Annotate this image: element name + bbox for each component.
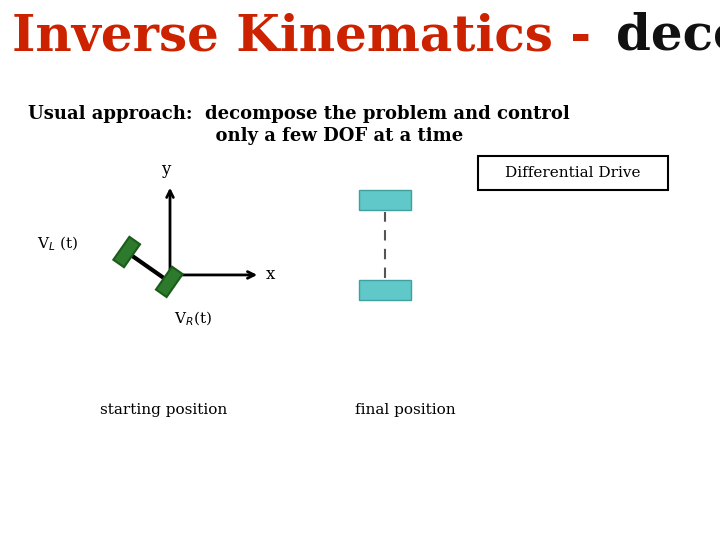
Text: x: x bbox=[266, 266, 275, 284]
Polygon shape bbox=[359, 280, 411, 300]
Text: Usual approach:  decompose the problem and control: Usual approach: decompose the problem an… bbox=[28, 105, 570, 123]
Text: Differential Drive: Differential Drive bbox=[505, 166, 641, 180]
Bar bbox=[478, 156, 668, 190]
Polygon shape bbox=[113, 237, 140, 267]
Text: V$_R$(t): V$_R$(t) bbox=[174, 310, 212, 328]
Text: only a few DOF at a time: only a few DOF at a time bbox=[28, 127, 463, 145]
Text: Inverse Kinematics -: Inverse Kinematics - bbox=[12, 12, 608, 62]
Polygon shape bbox=[156, 267, 183, 297]
Text: decomposition: decomposition bbox=[616, 12, 720, 62]
Text: V$_L$ (t): V$_L$ (t) bbox=[37, 235, 78, 253]
Polygon shape bbox=[359, 190, 411, 210]
Text: final position: final position bbox=[355, 403, 456, 417]
Text: starting position: starting position bbox=[100, 403, 228, 417]
Text: y: y bbox=[161, 161, 171, 178]
